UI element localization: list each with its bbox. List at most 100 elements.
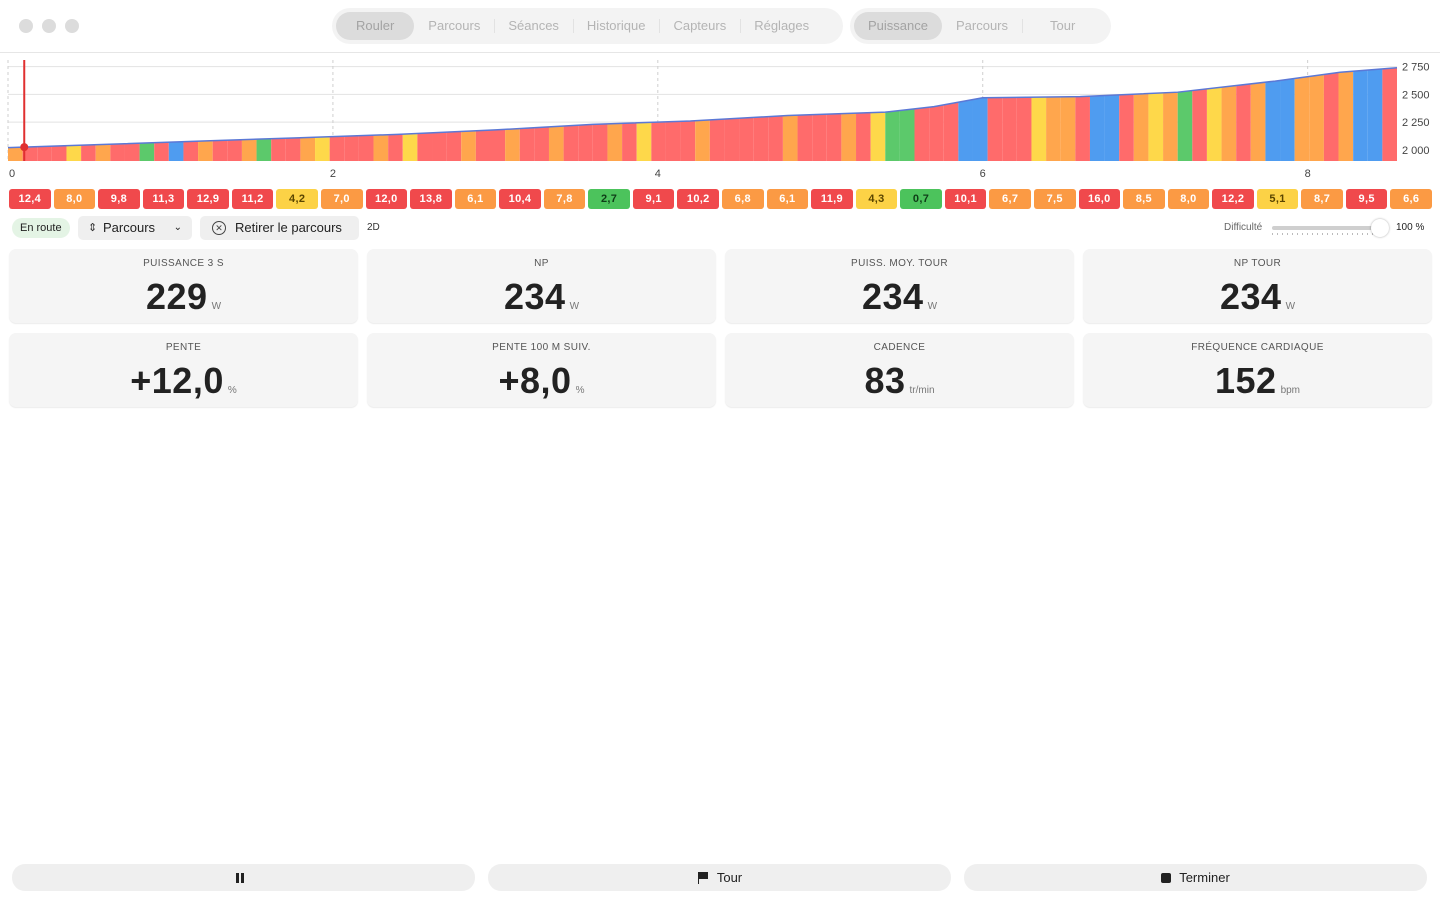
finish-button[interactable]: Terminer [964, 864, 1427, 891]
profile-segment [1163, 92, 1178, 161]
tab-reglages[interactable]: Réglages [740, 12, 823, 40]
lap-button[interactable]: Tour [488, 864, 951, 891]
position-marker-dot[interactable] [20, 143, 29, 152]
profile-segment [680, 120, 696, 161]
close-window-button[interactable] [19, 19, 33, 33]
parcours-select[interactable]: ⇕ Parcours ⌄ [78, 216, 192, 240]
profile-segment [768, 115, 783, 161]
profile-segment [51, 145, 67, 161]
profile-segment [1002, 97, 1017, 161]
gradient-badge: 12,4 [9, 189, 51, 209]
elevation-profile-chart[interactable]: 2 750 2 500 2 250 2 000 0 2 4 6 8 [0, 56, 1440, 184]
tab-parcours[interactable]: Parcours [428, 18, 481, 33]
profile-segment [329, 136, 345, 161]
elevation-profile-svg[interactable]: 2 750 2 500 2 250 2 000 0 2 4 6 8 [0, 56, 1440, 184]
gradient-badge: 12,9 [187, 189, 229, 209]
status-badge: En route [12, 218, 70, 238]
title-bar: Rouler Parcours Séances Historique Capte… [0, 0, 1440, 53]
minimize-window-button[interactable] [42, 19, 56, 33]
profile-segment [37, 146, 52, 161]
gradient-badge: 8,7 [1301, 189, 1343, 209]
remove-route-label: Retirer le parcours [235, 220, 342, 235]
profile-segment [870, 112, 886, 161]
gradient-badge: 9,8 [98, 189, 140, 209]
tab-historique[interactable]: Historique [572, 12, 660, 40]
profile-segment [300, 137, 316, 161]
gradient-badge: 7,0 [320, 189, 363, 209]
x-axis-tick-label: 0 [9, 168, 15, 180]
profile-segment [651, 121, 666, 161]
tab-tour[interactable]: Tour [1022, 12, 1103, 40]
profile-segment [168, 141, 184, 161]
profile-segment [826, 113, 842, 161]
profile-segment [899, 108, 915, 161]
gradient-badges: 12,4 8,0 9,8 11,3 12,9 11,2 4,2 7,0 12,0 13,8 6,1 1… [9, 189, 1432, 209]
gradient-badge: 7,8 [543, 189, 586, 209]
profile-segment [709, 119, 725, 161]
view-mode-toggle[interactable]: 2D [367, 222, 380, 233]
lap-button-label: Tour [716, 870, 743, 885]
profile-segment [578, 124, 593, 161]
profile-segment [373, 134, 389, 161]
profile-segment [1221, 85, 1237, 161]
difficulty-value: 100 % [1396, 222, 1425, 233]
profile-segment [856, 112, 871, 161]
gradient-badge: 11,3 [142, 189, 185, 209]
metric-unit: bpm [1280, 385, 1301, 396]
profile-segment [1177, 90, 1193, 161]
metric-card-heart-rate: FRÉQUENCE CARDIAQUE 152 bpm [1083, 333, 1432, 407]
tab-capteurs[interactable]: Capteurs [659, 12, 740, 40]
tab-seances[interactable]: Séances [494, 12, 573, 40]
profile-segment [1206, 87, 1222, 161]
metric-value: 152 [1214, 360, 1277, 401]
remove-route-button[interactable]: ✕ Retirer le parcours [200, 216, 359, 240]
profile-segment [198, 140, 213, 161]
difficulty-slider-track[interactable] [1272, 226, 1382, 230]
gradient-badge: 11,2 [231, 189, 274, 209]
profile-segment [8, 147, 23, 161]
profile-segment [636, 122, 652, 161]
profile-segment [841, 113, 857, 161]
profile-segment [987, 97, 1003, 161]
metric-card-lap-avg-power: PUISS. MOY. TOUR 234 W [725, 249, 1074, 323]
view-navigation: Puissance Parcours Tour [850, 8, 1111, 44]
gradient-badge: 5,1 [1256, 189, 1299, 209]
metric-unit: W [927, 301, 938, 312]
metric-card-slope: PENTE +12,0% [9, 333, 358, 407]
zoom-window-button[interactable] [65, 19, 79, 33]
gradient-badge: 4,2 [276, 189, 318, 209]
gradient-badge: 8,5 [1123, 189, 1165, 209]
y-axis-tick-label: 2 000 [1402, 145, 1430, 157]
bottom-toolbar: Tour Terminer [0, 864, 1440, 892]
profile-segment [271, 138, 286, 161]
profile-segment [782, 115, 798, 161]
metric-value: +12,0 [130, 360, 224, 401]
profile-segment [1382, 67, 1397, 161]
profile-segment [256, 138, 272, 161]
profile-segment [388, 134, 403, 161]
gradient-badge: 4,3 [855, 189, 898, 209]
ride-controls: En route ⇕ Parcours ⌄ ✕ Retirer le parco… [12, 216, 1430, 240]
tab-puissance[interactable]: Puissance [854, 12, 942, 40]
tab-view-parcours[interactable]: Parcours [955, 18, 1009, 33]
gradient-badge: 11,9 [811, 189, 853, 209]
metric-value: 234 [1219, 276, 1282, 317]
profile-segment [490, 129, 506, 161]
profile-segment [154, 142, 169, 161]
gradient-badge: 13,8 [410, 189, 452, 209]
difficulty-slider-thumb[interactable] [1371, 219, 1389, 237]
profile-segment [461, 130, 476, 161]
metric-unit: % [227, 385, 237, 396]
x-axis-tick-label: 8 [1305, 168, 1311, 180]
profile-segment [1294, 76, 1310, 161]
profile-segment [1280, 78, 1295, 161]
parcours-select-label: Parcours [103, 220, 156, 235]
metric-unit: W [1285, 301, 1296, 312]
pause-button[interactable] [12, 864, 475, 891]
x-axis-tick-label: 4 [655, 168, 661, 180]
profile-segment [929, 104, 944, 161]
close-circle-icon: ✕ [212, 221, 226, 235]
tab-rouler[interactable]: Rouler [336, 12, 415, 40]
y-axis-tick-label: 2 750 [1402, 62, 1430, 74]
window-controls [19, 19, 79, 33]
